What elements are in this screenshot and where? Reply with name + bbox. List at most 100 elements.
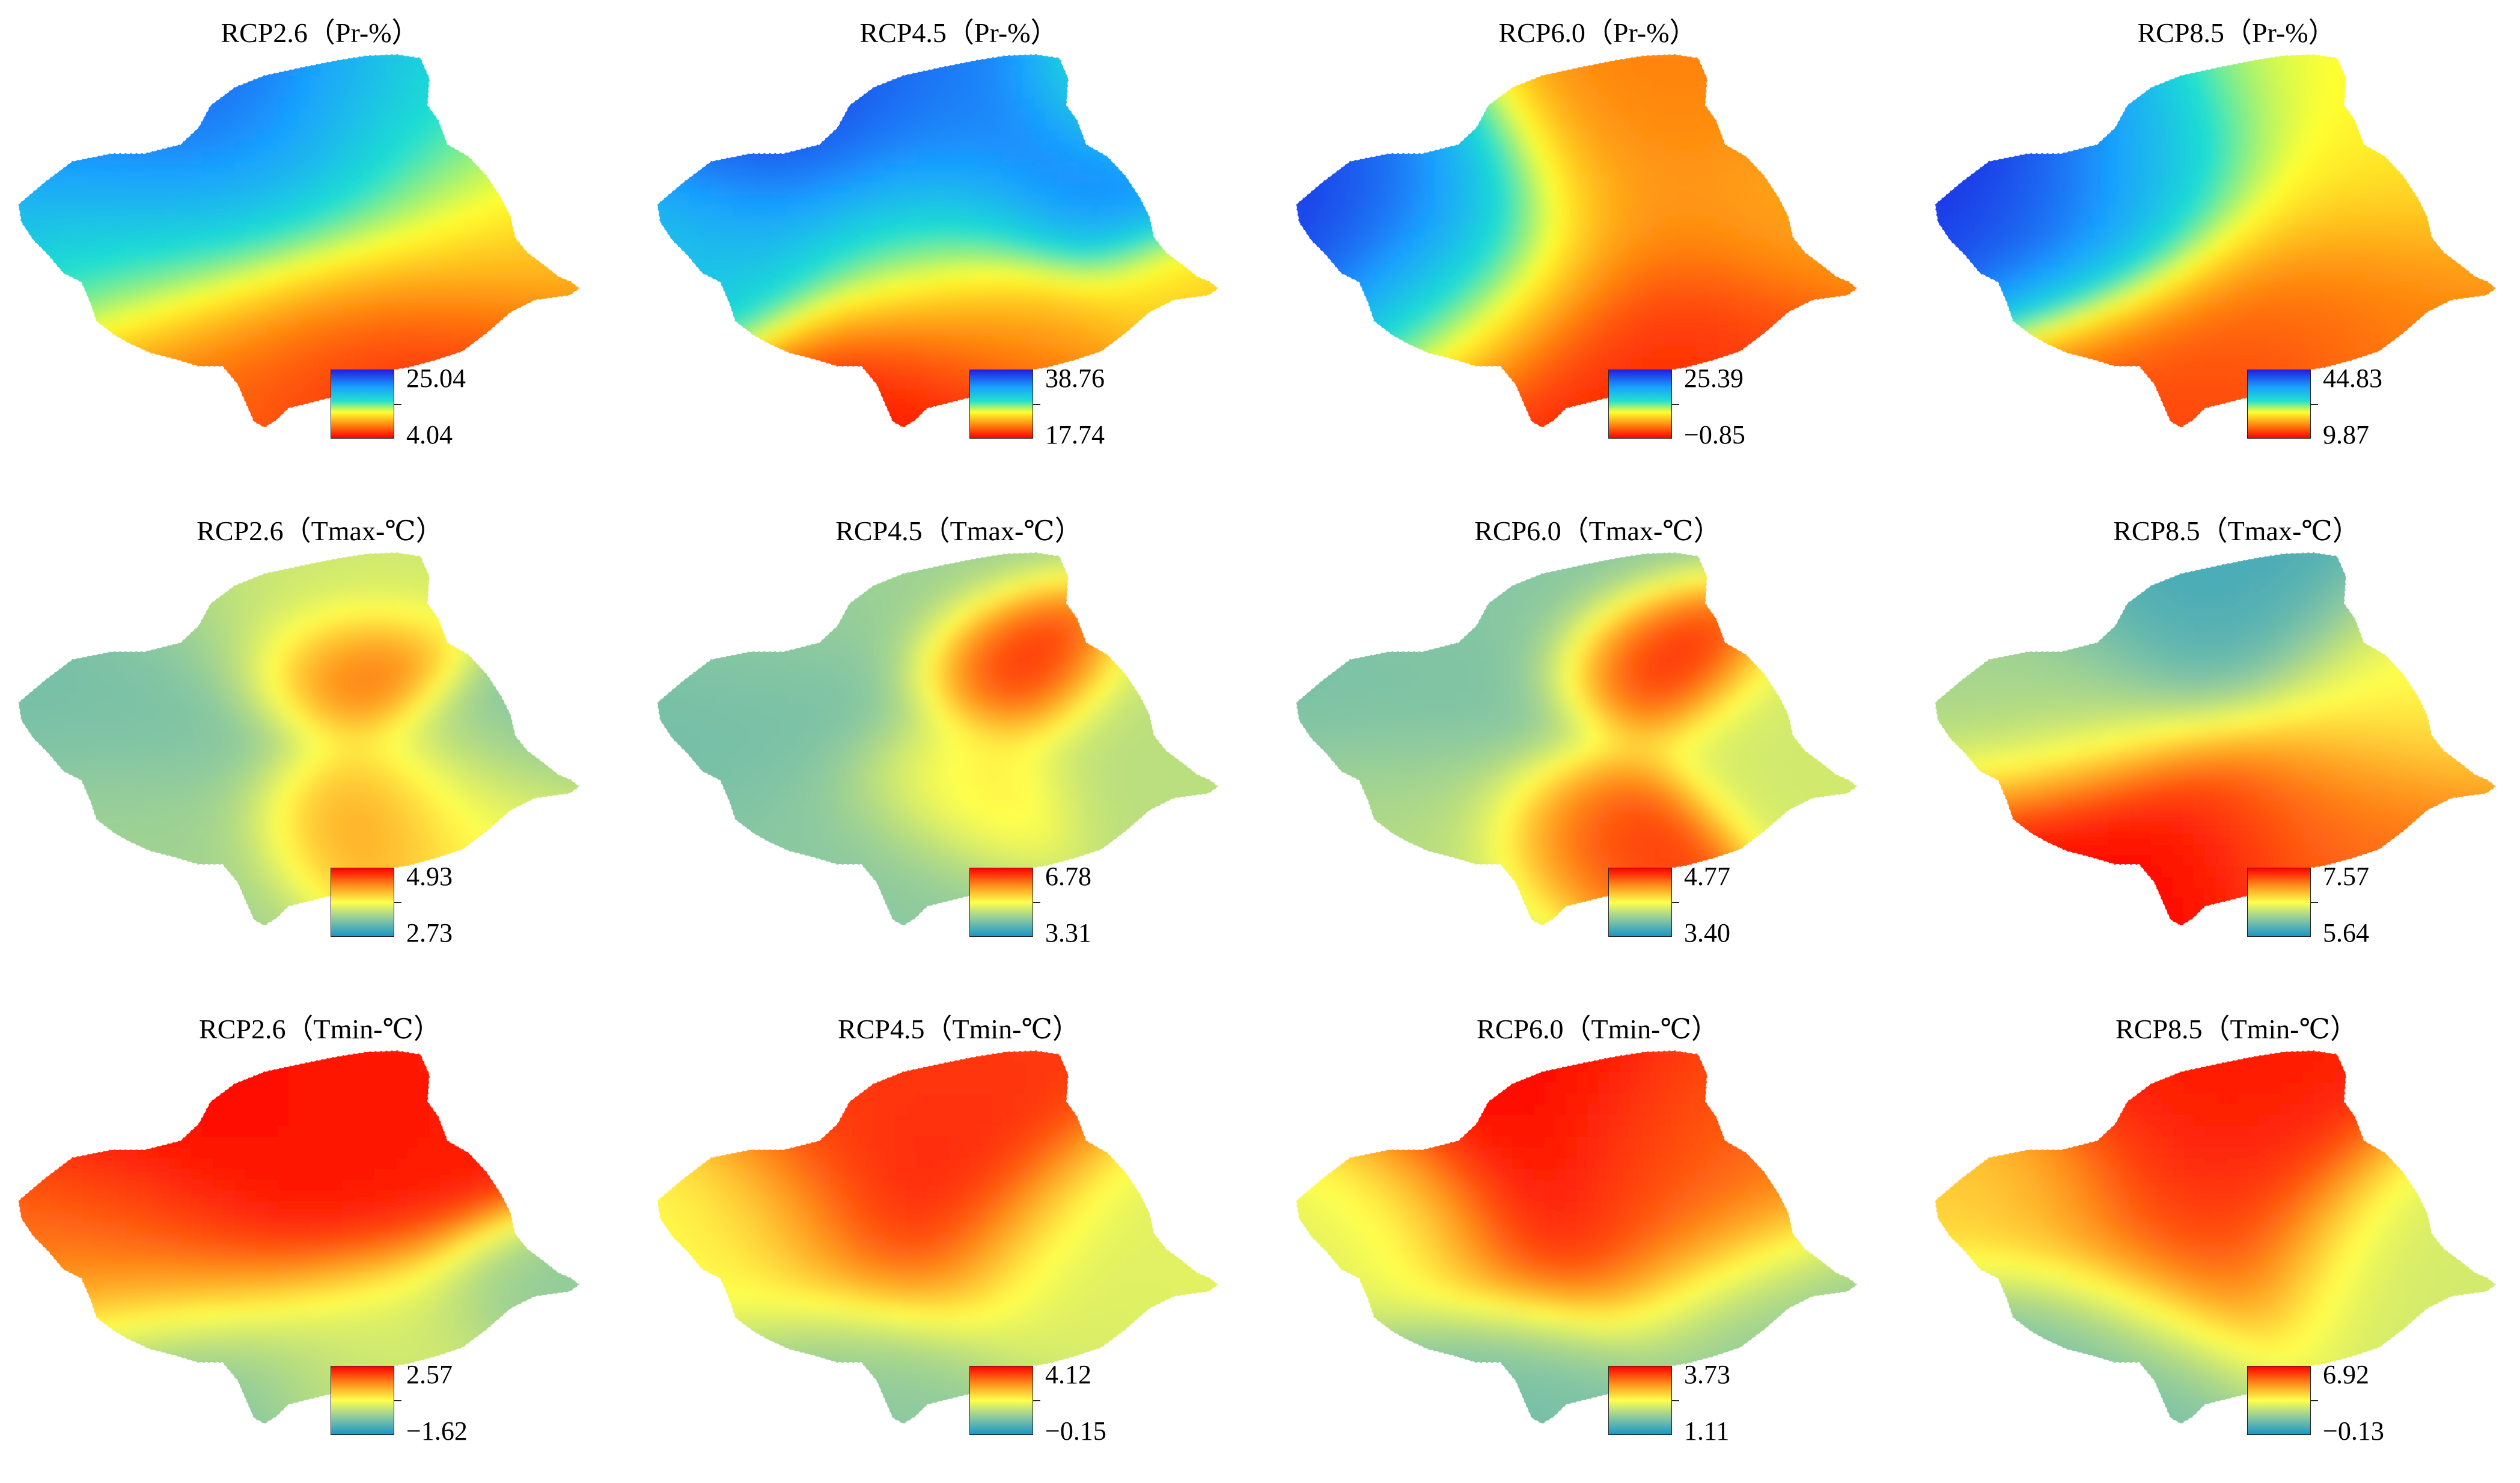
panel-title: RCP4.5（Tmin-℃）	[639, 1007, 1279, 1047]
legend-colorbar	[331, 1366, 394, 1435]
basin-boundary	[1933, 53, 2498, 429]
basin-map	[1295, 53, 1859, 429]
legend-colorbar	[2247, 868, 2311, 937]
legend-tick	[394, 1400, 401, 1401]
basin-map	[1933, 53, 2498, 429]
legend-min-label: −0.13	[2323, 1418, 2384, 1445]
legend-max-label: 25.04	[406, 365, 466, 392]
raster-surface	[657, 1050, 1219, 1424]
raster-surface	[18, 1050, 580, 1424]
legend-tick	[1033, 404, 1040, 405]
legend-min-label: 3.31	[1045, 920, 1091, 946]
legend-colorbar	[969, 868, 1033, 937]
legend-max-label: 4.12	[1045, 1362, 1091, 1388]
raster-surface	[657, 552, 1219, 926]
basin-boundary	[17, 551, 581, 927]
legend-max-label: 6.92	[2323, 1362, 2369, 1388]
basin-map	[1933, 1049, 2498, 1425]
basin-boundary	[1295, 1049, 1859, 1425]
legend-max-label: 3.73	[1684, 1362, 1730, 1388]
legend-tick	[1033, 902, 1040, 903]
basin-boundary	[656, 551, 1220, 927]
basin-boundary	[17, 1049, 581, 1425]
legend-colorbar	[2247, 370, 2311, 439]
legend-colorbar	[969, 370, 1033, 439]
raster-surface	[657, 54, 1219, 428]
legend-max-label: 7.57	[2323, 863, 2369, 890]
panel-title: RCP2.6（Tmin-℃）	[0, 1007, 640, 1047]
legend-tick	[394, 404, 401, 405]
panel-title: RCP6.0（Pr-%）	[1278, 11, 1918, 50]
legend-min-label: 3.40	[1684, 920, 1730, 946]
map-panel-11: RCP6.0（Tmin-℃） 3.73 1.11	[1278, 996, 1918, 1483]
raster-surface	[1935, 1050, 2497, 1424]
legend-max-label: 4.93	[406, 863, 453, 890]
legend-min-label: −0.85	[1684, 422, 1745, 448]
basin-map	[17, 1049, 581, 1425]
map-panel-5: RCP2.6（Tmax-℃） 4.93 2.73	[0, 498, 640, 985]
legend-max-label: 44.83	[2323, 365, 2382, 392]
legend-tick	[2311, 1400, 2318, 1401]
panel-title: RCP8.5（Tmax-℃）	[1917, 509, 2520, 549]
legend-colorbar	[969, 1366, 1033, 1435]
map-panel-4: RCP8.5（Pr-%） 44.83 9.87	[1917, 0, 2520, 487]
map-panel-2: RCP4.5（Pr-%） 38.76 17.74	[639, 0, 1279, 487]
legend-colorbar	[1608, 1366, 1672, 1435]
legend-min-label: 2.73	[406, 920, 453, 946]
raster-surface	[1935, 552, 2497, 926]
basin-boundary	[17, 53, 581, 429]
basin-map	[656, 53, 1220, 429]
legend-colorbar	[2247, 1366, 2311, 1435]
legend-colorbar	[1608, 868, 1672, 937]
basin-map	[656, 1049, 1220, 1425]
legend-colorbar	[331, 868, 394, 937]
legend-colorbar	[331, 370, 394, 439]
legend-min-label: 4.04	[406, 422, 453, 448]
legend-max-label: 25.39	[1684, 365, 1744, 392]
panel-title: RCP2.6（Tmax-℃）	[0, 509, 640, 549]
legend-tick	[1672, 902, 1679, 903]
raster-surface	[1296, 1050, 1858, 1424]
basin-map	[1295, 551, 1859, 927]
raster-surface	[1296, 54, 1858, 428]
map-panel-1: RCP2.6（Pr-%） 25.04 4.04	[0, 0, 640, 487]
raster-surface	[18, 54, 580, 428]
basin-map	[656, 551, 1220, 927]
basin-boundary	[656, 1049, 1220, 1425]
legend-colorbar	[1608, 370, 1672, 439]
basin-map	[1295, 1049, 1859, 1425]
legend-tick	[394, 902, 401, 903]
legend-max-label: 4.77	[1684, 863, 1730, 890]
legend-tick	[1672, 1400, 1679, 1401]
map-panel-3: RCP6.0（Pr-%） 25.39 −0.85	[1278, 0, 1918, 487]
panel-title: RCP6.0（Tmax-℃）	[1278, 509, 1918, 549]
panel-title: RCP4.5（Pr-%）	[639, 11, 1279, 50]
legend-tick	[2311, 902, 2318, 903]
map-panel-8: RCP8.5（Tmax-℃） 7.57 5.64	[1917, 498, 2520, 985]
basin-map	[1933, 551, 2498, 927]
basin-boundary	[1295, 53, 1859, 429]
legend-tick	[2311, 404, 2318, 405]
panel-title: RCP8.5（Pr-%）	[1917, 11, 2520, 50]
basin-boundary	[1295, 551, 1859, 927]
raster-surface	[18, 552, 580, 926]
basin-boundary	[1933, 1049, 2498, 1425]
legend-max-label: 38.76	[1045, 365, 1105, 392]
basin-boundary	[656, 53, 1220, 429]
legend-min-label: 1.11	[1684, 1418, 1729, 1445]
panel-title: RCP4.5（Tmax-℃）	[639, 509, 1279, 549]
legend-max-label: 6.78	[1045, 863, 1091, 890]
legend-min-label: −0.15	[1045, 1418, 1106, 1445]
legend-tick	[1672, 404, 1679, 405]
legend-max-label: 2.57	[406, 1362, 453, 1388]
panel-title: RCP8.5（Tmin-℃）	[1917, 1007, 2520, 1047]
legend-min-label: 5.64	[2323, 920, 2369, 946]
raster-surface	[1296, 552, 1858, 926]
map-panel-9: RCP2.6（Tmin-℃） 2.57 −1.62	[0, 996, 640, 1483]
raster-surface	[1935, 54, 2497, 428]
basin-map	[17, 53, 581, 429]
legend-tick	[1033, 1400, 1040, 1401]
map-panel-6: RCP4.5（Tmax-℃） 6.78 3.31	[639, 498, 1279, 985]
basin-boundary	[1933, 551, 2498, 927]
